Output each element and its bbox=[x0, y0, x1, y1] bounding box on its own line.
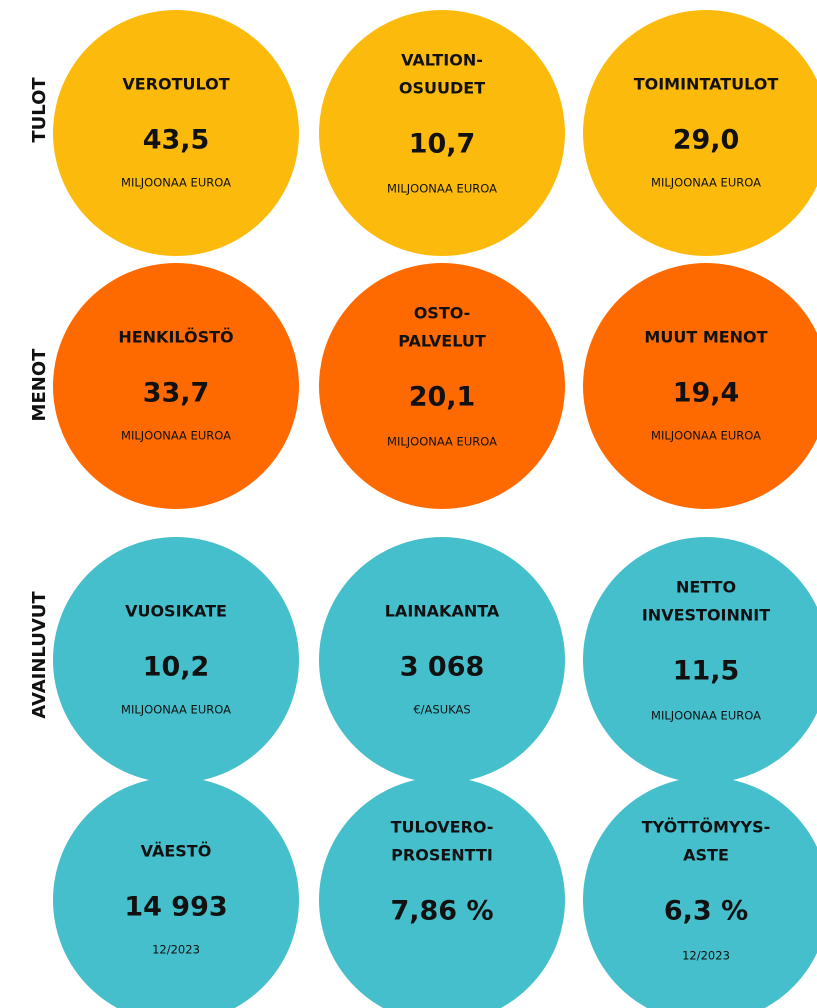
stat-title: HENKILÖSTÖ bbox=[118, 328, 233, 347]
stat-title: PALVELUT bbox=[398, 332, 486, 351]
stat-circle bbox=[319, 263, 565, 509]
stat-circle bbox=[319, 10, 565, 256]
stat-title: VUOSIKATE bbox=[125, 602, 227, 621]
stat-value: 10,2 bbox=[143, 652, 210, 683]
stat-unit: MILJOONAA EUROA bbox=[387, 435, 497, 449]
stat-circle bbox=[583, 537, 817, 783]
stat-circle bbox=[53, 537, 299, 783]
stat-circle bbox=[583, 263, 817, 509]
stat-value: 43,5 bbox=[143, 125, 210, 156]
stat-circle bbox=[53, 10, 299, 256]
stat-unit: MILJOONAA EUROA bbox=[387, 182, 497, 196]
stat-title: TULOVERO- bbox=[391, 818, 494, 837]
stat-title: PROSENTTI bbox=[391, 846, 493, 865]
stat-title: LAINAKANTA bbox=[385, 602, 500, 621]
stat-title: TYÖTTÖMYYS- bbox=[642, 818, 771, 837]
stat-value: 6,3 % bbox=[664, 896, 748, 927]
stat-title: VEROTULOT bbox=[122, 75, 229, 94]
stat-value: 11,5 bbox=[673, 656, 740, 687]
stat-title: ASTE bbox=[683, 846, 729, 865]
stat-circle bbox=[583, 10, 817, 256]
stat-title: OSTO- bbox=[414, 304, 471, 323]
stat-value: 14 993 bbox=[124, 892, 227, 923]
stat-title: MUUT MENOT bbox=[644, 328, 767, 347]
stat-value: 7,86 % bbox=[390, 896, 493, 927]
stat-unit: 12/2023 bbox=[152, 943, 200, 957]
section-label: TULOT bbox=[29, 77, 50, 143]
stat-title: VALTION- bbox=[401, 51, 483, 70]
stat-circle bbox=[583, 777, 817, 1008]
stat-unit: MILJOONAA EUROA bbox=[651, 176, 761, 190]
stat-value: 10,7 bbox=[409, 129, 476, 160]
stat-title: NETTO bbox=[676, 578, 736, 597]
stat-value: 3 068 bbox=[400, 652, 485, 683]
stat-value: 29,0 bbox=[673, 125, 740, 156]
stat-circle bbox=[319, 777, 565, 1008]
stat-title: VÄESTÖ bbox=[141, 842, 212, 861]
stat-unit: MILJOONAA EUROA bbox=[121, 176, 231, 190]
stat-unit: MILJOONAA EUROA bbox=[121, 429, 231, 443]
stat-unit: MILJOONAA EUROA bbox=[651, 709, 761, 723]
stat-unit: MILJOONAA EUROA bbox=[651, 429, 761, 443]
stat-unit: 12/2023 bbox=[682, 949, 730, 963]
stat-title: TOIMINTATULOT bbox=[634, 75, 779, 94]
section-label: MENOT bbox=[29, 348, 50, 422]
section-label: AVAINLUVUT bbox=[29, 591, 50, 719]
stat-title: INVESTOINNIT bbox=[642, 606, 770, 625]
stat-circle bbox=[319, 537, 565, 783]
stat-unit: MILJOONAA EUROA bbox=[121, 703, 231, 717]
stat-value: 33,7 bbox=[143, 378, 210, 409]
stat-circle bbox=[53, 777, 299, 1008]
stat-title: OSUUDET bbox=[399, 79, 485, 98]
stat-unit: €/ASUKAS bbox=[413, 703, 470, 717]
stat-value: 19,4 bbox=[673, 378, 740, 409]
stat-value: 20,1 bbox=[409, 382, 476, 413]
stat-circle bbox=[53, 263, 299, 509]
